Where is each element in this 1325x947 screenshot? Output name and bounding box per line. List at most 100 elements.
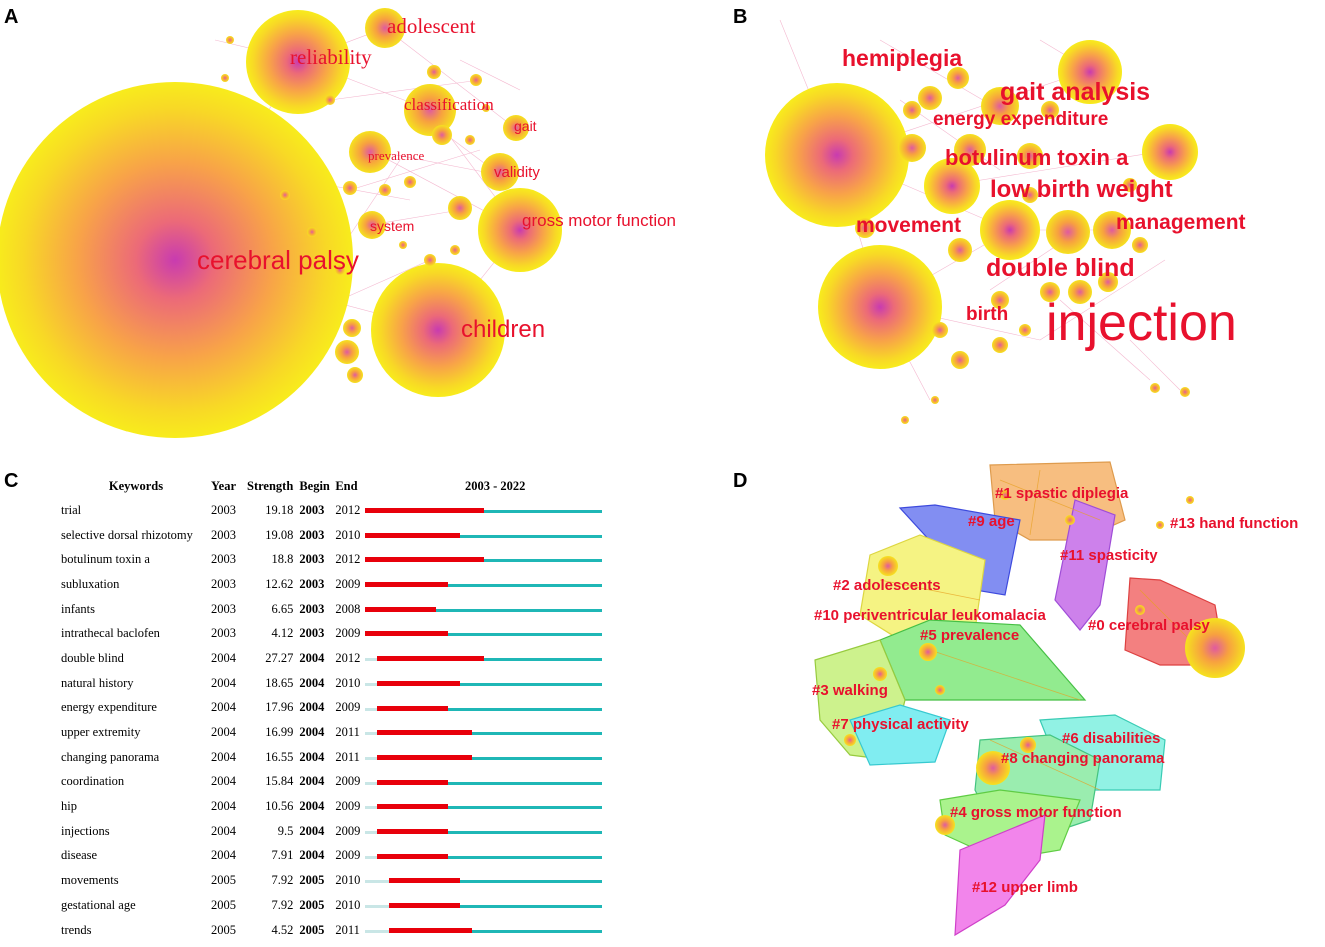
label-a-gross-motor-function: gross motor function [522, 211, 676, 230]
burst-timeline [365, 646, 625, 671]
burst-timeline [365, 523, 625, 548]
burst-strength: 10.56 [265, 799, 294, 814]
burst-end: 2011 [335, 725, 360, 740]
burst-end: 2009 [335, 576, 361, 591]
burst-keyword: trends [61, 922, 92, 937]
label-b-botulinum-toxin-a: botulinum toxin a [945, 145, 1129, 170]
panel-c-letter: C [4, 470, 19, 492]
burst-strength: 6.65 [271, 601, 294, 616]
burst-begin: 2004 [299, 774, 325, 789]
burst-timeline [365, 572, 625, 597]
burst-end: 2009 [335, 848, 361, 863]
burst-row: disease 2004 7.91 2004 2009 [55, 844, 625, 869]
burst-begin: 2004 [299, 749, 325, 764]
burst-track [365, 608, 603, 612]
burst-strength: 4.12 [271, 626, 294, 641]
panel-b-letter: B [733, 6, 748, 28]
label-a-gait: gait [514, 118, 537, 134]
label-a-cerebral-palsy: cerebral palsy [197, 245, 359, 275]
burst-keyword: hip [61, 799, 77, 814]
burst-year: 2004 [211, 799, 236, 814]
burst-pre-segment [365, 756, 378, 760]
burst-end: 2012 [335, 650, 361, 665]
cluster-label-11: #11 spasticity [1060, 547, 1158, 564]
burst-strength: 12.62 [265, 576, 294, 591]
burst-red-bar [377, 804, 449, 810]
panel-b-network: hemiplegia gait analysis energy expendit… [765, 19, 1246, 424]
burst-year: 2005 [211, 873, 236, 888]
burst-timeline [365, 720, 625, 745]
burst-keyword: gestational age [61, 897, 136, 912]
burst-row: hip 2004 10.56 2004 2009 [55, 794, 625, 819]
burst-end: 2009 [335, 700, 361, 715]
burst-row: changing panorama 2004 16.55 2004 2011 [55, 745, 625, 770]
burst-red-bar [389, 927, 472, 933]
burst-year: 2004 [211, 675, 236, 690]
burst-row: trends 2005 4.52 2005 2011 [55, 918, 625, 943]
burst-red-bar [365, 557, 484, 563]
panel-d-letter: D [733, 470, 748, 492]
burst-strength: 7.91 [271, 848, 294, 863]
panel-b-bubbles [765, 40, 1198, 424]
burst-year: 2004 [211, 650, 236, 665]
burst-pre-segment [365, 929, 389, 933]
cluster-label-12: #12 upper limb [972, 879, 1078, 896]
burst-end: 2010 [335, 897, 361, 912]
burst-row: injections 2004 9.5 2004 2009 [55, 819, 625, 844]
burst-pre-segment [365, 658, 378, 662]
burst-keyword: selective dorsal rhizotomy [61, 527, 193, 542]
burst-strength: 4.52 [271, 922, 294, 937]
burst-begin: 2003 [299, 601, 325, 616]
burst-year: 2003 [211, 601, 236, 616]
burst-timeline [365, 893, 625, 918]
cluster-label-13: #13 hand function [1170, 515, 1298, 532]
label-b-hemiplegia: hemiplegia [842, 45, 962, 71]
panel-d-clusters: #1 spastic diplegia #9 age #13 hand func… [812, 461, 1298, 937]
cluster-hull-7 [849, 704, 951, 766]
burst-begin: 2004 [299, 675, 325, 690]
burst-year: 2004 [211, 749, 236, 764]
burst-row: subluxation 2003 12.62 2003 2009 [55, 572, 625, 597]
burst-pre-segment [365, 806, 378, 810]
burst-end: 2012 [335, 502, 361, 517]
label-b-low-birth-weight: low birth weight [990, 176, 1173, 203]
burst-strength: 17.96 [265, 700, 294, 715]
burst-begin: 2005 [299, 873, 325, 888]
burst-year: 2004 [211, 823, 236, 838]
burst-begin: 2005 [299, 922, 325, 937]
label-a-validity: validity [494, 164, 540, 181]
label-a-prevalence: prevalence [368, 148, 425, 163]
burst-timeline [365, 819, 625, 844]
burst-begin: 2004 [299, 650, 325, 665]
cluster-label-1: #1 spastic diplegia [995, 485, 1129, 502]
burst-begin: 2003 [299, 552, 325, 567]
burst-begin: 2004 [299, 725, 325, 740]
burst-strength: 16.99 [265, 725, 294, 740]
burst-row: infants 2003 6.65 2003 2008 [55, 597, 625, 622]
burst-row: botulinum toxin a 2003 18.8 2003 2012 [55, 547, 625, 572]
burst-track [377, 682, 603, 686]
burst-red-bar [377, 828, 449, 834]
burst-track [377, 756, 603, 760]
header-range: 2003 - 2022 [464, 478, 526, 493]
burst-end: 2010 [335, 675, 361, 690]
burst-keyword: botulinum toxin a [61, 552, 150, 567]
burst-track [377, 855, 603, 859]
cluster-label-2: #2 adolescents [833, 577, 941, 594]
cluster-label-8: #8 changing panorama [1001, 750, 1165, 767]
burst-keyword: infants [61, 601, 96, 616]
panel-a-network: adolescent reliability classification ga… [0, 8, 676, 438]
cluster-label-5: #5 prevalence [920, 627, 1019, 644]
burst-begin: 2004 [299, 700, 325, 715]
burst-begin: 2005 [299, 897, 325, 912]
label-a-reliability: reliability [290, 45, 372, 69]
label-a-system: system [370, 218, 414, 234]
burst-timeline [365, 498, 625, 523]
burst-keyword: coordination [61, 774, 125, 789]
burst-year: 2003 [211, 502, 236, 517]
label-b-birth: birth [966, 304, 1008, 325]
burst-pre-segment [365, 682, 378, 686]
burst-strength: 18.8 [271, 552, 294, 567]
burst-strength: 27.27 [265, 650, 294, 665]
cluster-hull-12 [954, 814, 1046, 937]
